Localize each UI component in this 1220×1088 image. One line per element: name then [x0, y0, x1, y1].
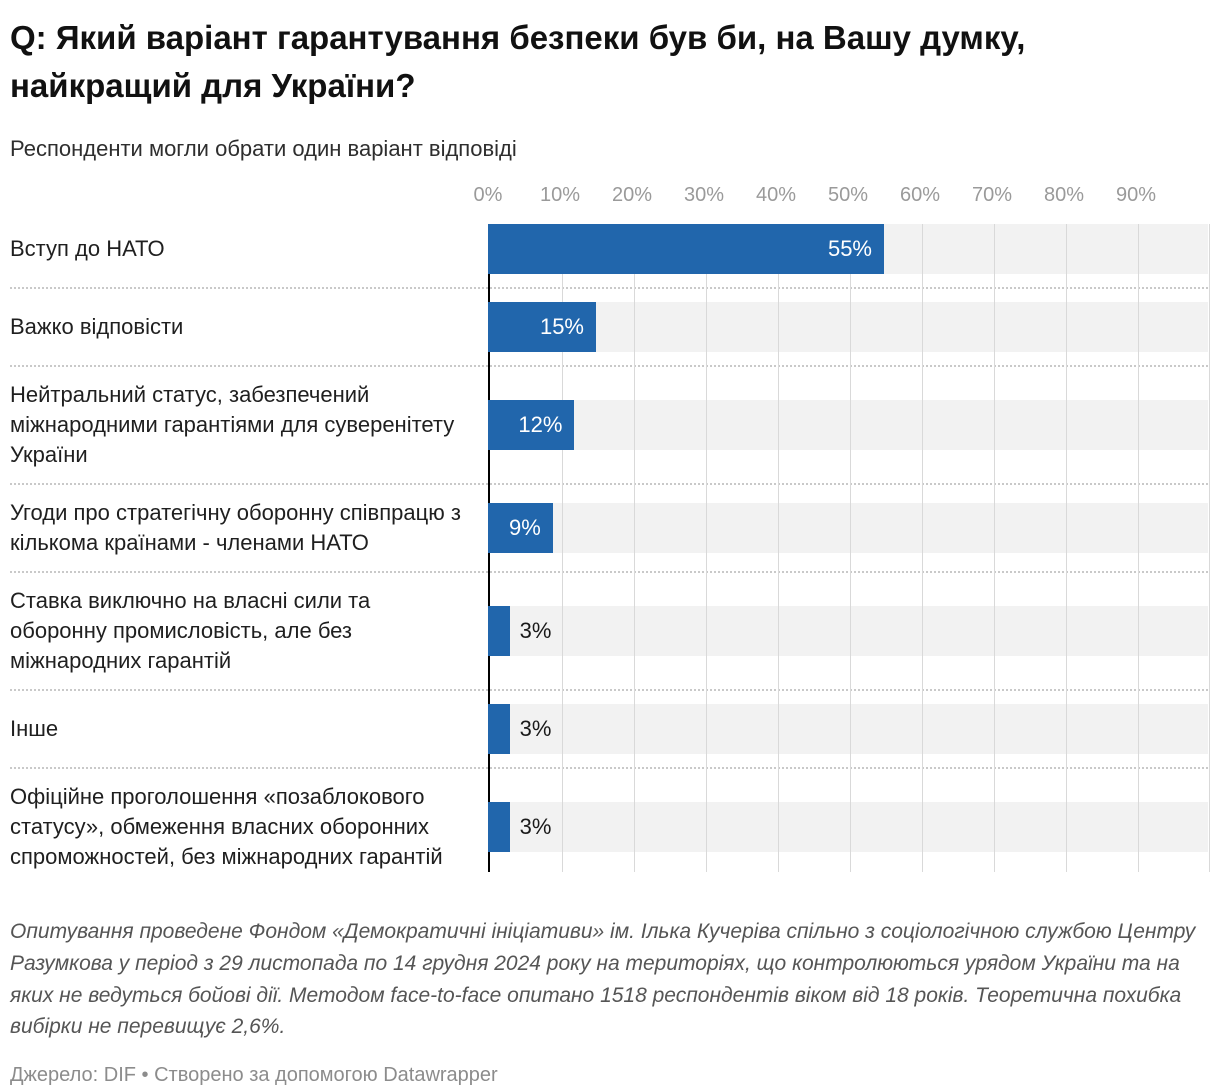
bar-label: Офіційне проголошення «позаблокового ста… — [10, 783, 443, 869]
grid-line — [1209, 223, 1210, 872]
bar-track: 12% — [488, 399, 1208, 450]
chart-subtitle: Респонденти могли обрати один варіант ві… — [10, 135, 517, 161]
value-label: 3% — [519, 715, 552, 741]
bar-plot-area: 15% — [488, 301, 1208, 352]
bar — [488, 502, 553, 553]
bar — [488, 801, 510, 852]
bar-track: 55% — [488, 223, 1208, 274]
x-axis-tick: 90% — [1115, 183, 1157, 206]
bar-row: Вступ до НАТО 55% — [10, 223, 1208, 274]
x-axis-tick: 70% — [971, 183, 1013, 206]
bar — [488, 399, 575, 450]
row-separator — [10, 364, 1208, 367]
bar-track: 3% — [488, 605, 1208, 656]
bar — [488, 223, 884, 274]
row-separator — [10, 286, 1208, 289]
x-axis-tick: 50% — [827, 183, 869, 206]
bar-plot-area: 55% — [488, 223, 1208, 274]
bar-track: 15% — [488, 301, 1208, 352]
bar-plot-area: 3% — [488, 605, 1208, 656]
bar-label: Інше — [10, 715, 59, 741]
bar-row: Офіційне проголошення «позаблокового ста… — [10, 782, 1208, 872]
bar-track: 3% — [488, 801, 1208, 852]
value-label: 3% — [519, 617, 552, 643]
x-axis-tick: 30% — [683, 183, 725, 206]
x-axis-tick: 10% — [539, 183, 581, 206]
bar — [488, 703, 510, 754]
bar-label: Нейтральний статус, забезпечений міжнаро… — [10, 381, 455, 467]
chart-rows: Вступ до НАТО 55% Важко відповісти 15% Нейтр… — [10, 223, 1208, 872]
row-separator — [10, 482, 1208, 485]
bar-label: Важко відповісти — [10, 313, 184, 339]
page-title: Q: Який варіант гарантування безпеки був… — [10, 19, 1026, 104]
footer-notes: Опитування проведене Фондом «Демократичн… — [10, 919, 1196, 1039]
bar-track: 3% — [488, 703, 1208, 754]
row-separator — [10, 570, 1208, 573]
x-axis-tick: 0% — [473, 183, 503, 206]
value-label: 9% — [509, 514, 541, 540]
bar-plot-area: 9% — [488, 502, 1208, 553]
bar-plot-area: 12% — [488, 399, 1208, 450]
bar-plot-area: 3% — [488, 801, 1208, 852]
x-axis-tick: 20% — [611, 183, 653, 206]
bar-label: Ставка виключно на власні сили та оборон… — [10, 587, 371, 673]
row-separator — [10, 688, 1208, 691]
value-label: 55% — [827, 235, 872, 261]
value-label: 3% — [519, 813, 552, 839]
x-axis: 0% 10% 20% 30% 40% 50% 60% 70% 80% 90% — [474, 183, 1208, 210]
bar-chart: 0% 10% 20% 30% 40% 50% 60% 70% 80% 90% Вступ до Н… — [10, 183, 1210, 872]
bar — [488, 301, 596, 352]
bar-row: Ставка виключно на власні сили та оборон… — [10, 586, 1208, 676]
x-axis-tick: 40% — [755, 183, 797, 206]
source-line: Джерело: DIF • Створено за допомогою Dat… — [10, 1064, 498, 1087]
bar-row: Важко відповісти 15% — [10, 301, 1208, 352]
bar-row: Угоди про стратегічну оборонну співпрацю… — [10, 498, 1208, 558]
x-axis-tick: 60% — [899, 183, 941, 206]
bar-plot-area: 3% — [488, 703, 1208, 754]
bar-track: 9% — [488, 502, 1208, 553]
bar — [488, 605, 510, 656]
value-label: 12% — [518, 411, 563, 437]
value-label: 15% — [539, 313, 584, 339]
bar-label: Угоди про стратегічну оборонну співпрацю… — [10, 499, 461, 555]
bar-label: Вступ до НАТО — [10, 235, 165, 261]
row-separator — [10, 766, 1208, 769]
x-axis-tick: 80% — [1043, 183, 1085, 206]
bar-row: Нейтральний статус, забезпечений міжнаро… — [10, 380, 1208, 470]
chart-body: Вступ до НАТО 55% Важко відповісти 15% Нейтр… — [10, 223, 1210, 872]
bar-row: Інше 3% — [10, 703, 1208, 754]
